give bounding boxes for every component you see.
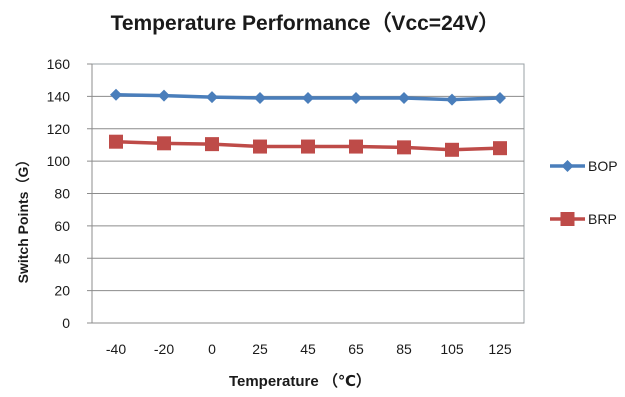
legend: BOP BRP [550,158,618,227]
y-tick-label: 60 [54,218,70,234]
y-tick-label: 80 [54,186,70,202]
x-axis-label: Temperature （℃） [229,372,371,390]
data-point-brp [205,137,219,152]
plot-area: 0 20 40 60 80 100 120 140 160 -40 -20 0 25 45 65 85 105 1… [47,56,525,357]
y-axis-label: Switch Points（G） [15,153,31,284]
x-tick-label: 0 [208,341,216,357]
data-point-bop [254,91,266,104]
x-tick-label: 65 [348,341,364,357]
y-tick-label: 40 [54,250,70,266]
y-tick-label: 140 [47,88,71,104]
data-point-bop [398,91,410,104]
data-point-brp [253,139,267,154]
legend-marker-brp [560,212,575,226]
data-point-brp [349,139,363,154]
data-point-brp [397,140,411,155]
y-tick-label: 0 [62,315,70,331]
y-tick-label: 120 [47,121,71,137]
y-tick-label: 100 [47,153,71,169]
chart-title: Temperature Performance（Vcc=24V） [111,11,500,35]
data-point-brp [301,139,315,154]
data-point-bop [158,89,170,102]
data-point-bop [350,91,362,104]
data-point-brp [157,136,171,151]
x-tick-label: -20 [154,341,174,357]
data-point-bop [206,91,218,104]
x-tick-label: 125 [488,341,512,357]
y-tick-label: 160 [47,56,71,72]
data-point-bop [494,91,506,104]
x-tick-label: 105 [440,341,464,357]
data-point-brp [445,142,459,157]
data-point-bop [110,88,122,101]
data-point-brp [493,141,507,156]
x-tick-label: 85 [396,341,412,357]
y-tick-label: 20 [54,283,70,299]
legend-marker-bop [561,160,574,172]
data-point-brp [109,134,123,149]
legend-label-bop: BOP [588,158,618,174]
legend-label-brp: BRP [588,211,617,227]
data-point-bop [302,91,314,104]
x-tick-label: -40 [106,341,126,357]
data-point-bop [446,93,458,106]
x-tick-label: 25 [252,341,268,357]
x-tick-label: 45 [300,341,316,357]
